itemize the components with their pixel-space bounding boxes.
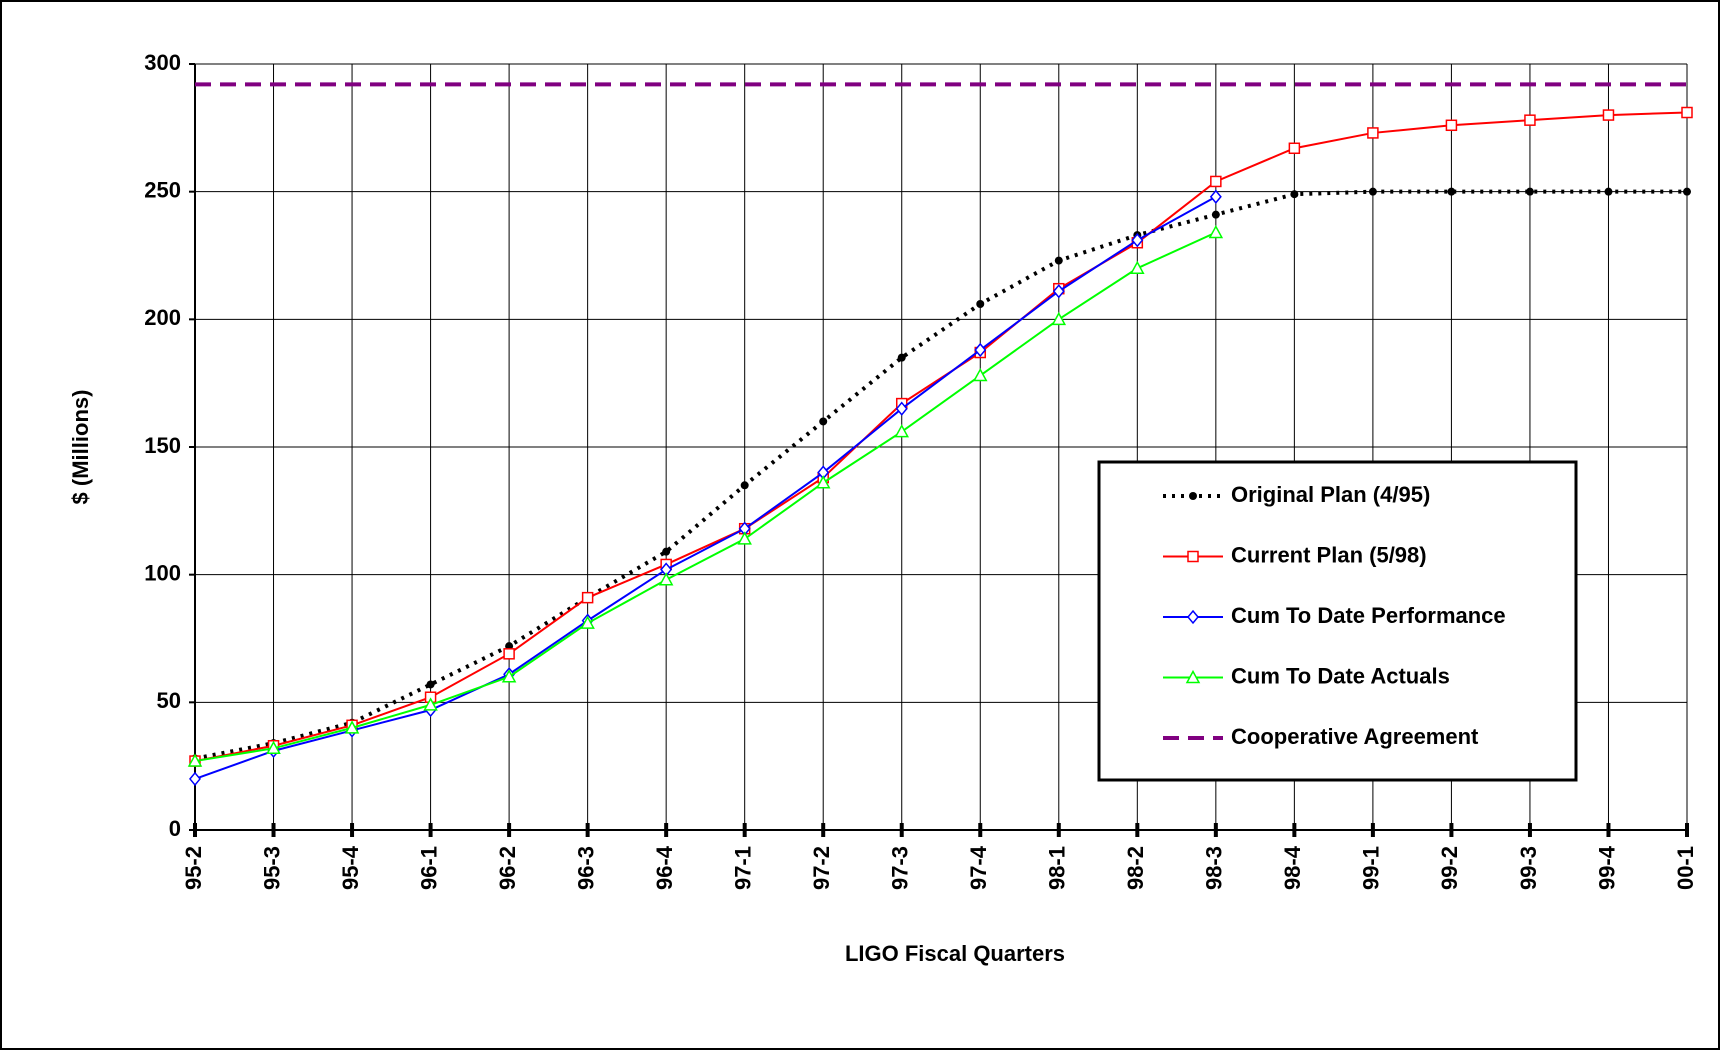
x-tick-label: 98-2 (1123, 846, 1148, 890)
y-tick-label: 300 (144, 50, 181, 75)
data-point (1368, 187, 1377, 196)
legend-label: Cum To Date Actuals (1231, 663, 1450, 688)
data-point (503, 648, 515, 660)
data-point (895, 401, 908, 416)
data-point (1209, 189, 1222, 204)
data-point (189, 771, 201, 787)
data-point (1290, 190, 1299, 199)
data-point (1683, 187, 1691, 196)
data-point (737, 531, 752, 545)
x-tick-label: 96-2 (495, 846, 520, 890)
legend-label: Original Plan (4/95) (1231, 482, 1430, 507)
x-tick-label: 99-3 (1516, 846, 1541, 890)
x-tick-label: 99-1 (1359, 846, 1384, 890)
series-line (194, 195, 1217, 780)
data-point (1447, 187, 1456, 196)
x-tick-label: 96-4 (652, 845, 677, 890)
data-point (344, 720, 360, 734)
legend-label: Cooperative Agreement (1231, 724, 1479, 749)
data-point (1210, 175, 1222, 188)
data-point (266, 740, 281, 755)
data-point (1367, 127, 1379, 139)
legend-box (1097, 460, 1578, 782)
data-point (1525, 187, 1534, 196)
data-point (1602, 109, 1615, 121)
data-point (894, 424, 910, 438)
y-tick-label: 100 (144, 560, 181, 585)
series-line (194, 189, 1687, 761)
x-tick-label: 99-4 (1594, 845, 1619, 890)
data-point (1604, 187, 1613, 196)
legend-marker (1187, 609, 1199, 625)
x-axis-label: LIGO Fiscal Quarters (845, 941, 1065, 966)
y-tick-label: 250 (144, 177, 181, 202)
data-point (1052, 284, 1065, 299)
x-tick-label: 97-4 (966, 845, 991, 890)
data-point (501, 669, 517, 683)
legend-marker (1187, 550, 1199, 563)
data-point (974, 342, 987, 358)
data-point (972, 367, 988, 382)
data-point (426, 680, 435, 689)
data-point (815, 475, 831, 489)
data-point (581, 591, 594, 604)
data-point (819, 417, 828, 426)
data-point (423, 697, 438, 711)
x-tick-label: 96-3 (573, 846, 598, 890)
data-point (1288, 142, 1301, 155)
x-tick-label: 98-1 (1045, 846, 1070, 890)
x-tick-label: 95-4 (338, 845, 363, 890)
y-tick-label: 200 (144, 305, 181, 330)
data-point (1051, 311, 1067, 326)
data-point (662, 547, 671, 556)
data-point (1681, 106, 1693, 119)
y-tick-label: 50 (157, 688, 181, 713)
data-point (1208, 224, 1224, 239)
data-point (580, 615, 595, 629)
data-point (1445, 119, 1458, 132)
x-tick-label: 97-3 (888, 846, 913, 890)
data-point (658, 572, 674, 586)
series-line (194, 231, 1217, 763)
y-tick-label: 0 (169, 816, 181, 841)
data-point (187, 753, 203, 767)
legend-marker (1185, 669, 1201, 684)
legend-marker (1189, 492, 1197, 500)
x-tick-label: 00-1 (1673, 846, 1698, 890)
x-tick-label: 98-3 (1202, 846, 1227, 890)
series-line (194, 111, 1688, 763)
data-point (740, 481, 749, 490)
data-point (1211, 210, 1220, 219)
x-tick-label: 97-1 (730, 846, 755, 890)
legend-label: Current Plan (5/98) (1231, 542, 1427, 567)
x-tick-label: 98-4 (1280, 845, 1305, 890)
x-tick-label: 96-1 (416, 846, 441, 890)
x-tick-label: 99-2 (1437, 846, 1462, 890)
data-point (1131, 233, 1144, 248)
y-tick-label: 150 (144, 433, 181, 458)
y-axis-label: $ (Millions) (68, 390, 93, 505)
x-tick-label: 95-3 (259, 846, 284, 890)
data-point (897, 353, 906, 362)
legend-label: Cum To Date Performance (1231, 603, 1506, 628)
data-point (1524, 114, 1536, 126)
data-point (976, 300, 985, 309)
data-point (1054, 256, 1063, 265)
x-tick-label: 95-2 (181, 846, 206, 890)
x-tick-label: 97-2 (809, 846, 834, 890)
data-point (1130, 260, 1145, 275)
